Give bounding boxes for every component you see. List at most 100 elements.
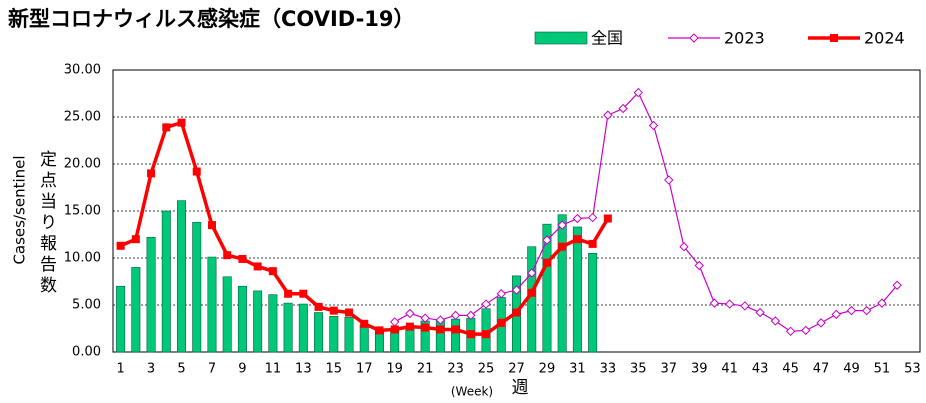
marker xyxy=(177,118,186,127)
marker xyxy=(390,325,399,334)
legend-label: 全国 xyxy=(591,29,623,48)
bar xyxy=(283,302,293,353)
marker xyxy=(588,239,597,248)
marker xyxy=(314,302,323,311)
bar xyxy=(314,312,324,353)
marker xyxy=(724,299,735,309)
bar xyxy=(161,210,171,353)
bar xyxy=(298,303,308,353)
x-tick-label: 53 xyxy=(904,362,921,377)
y-tick-label: 20.00 xyxy=(64,157,101,172)
marker xyxy=(421,323,430,332)
line xyxy=(394,91,898,332)
marker xyxy=(542,258,551,267)
marker xyxy=(497,318,506,327)
marker xyxy=(405,322,414,331)
x-tick-label: 23 xyxy=(447,362,464,377)
y-tick-label: 25.00 xyxy=(64,110,101,125)
marker xyxy=(253,262,262,271)
x-tick-label: 49 xyxy=(843,362,860,377)
x-tick-label: 39 xyxy=(691,362,708,377)
bar xyxy=(344,316,354,353)
y-tick-label: 10.00 xyxy=(64,251,101,266)
marker xyxy=(466,310,476,321)
bar xyxy=(557,214,567,353)
bar xyxy=(435,319,445,353)
bar xyxy=(572,226,582,353)
marker xyxy=(816,318,826,328)
marker xyxy=(482,330,491,339)
x-tick-label: 11 xyxy=(265,362,282,377)
marker xyxy=(481,299,491,309)
marker xyxy=(558,242,567,251)
legend-label: 2024 xyxy=(864,29,905,48)
marker xyxy=(542,235,552,245)
marker xyxy=(740,301,750,311)
marker xyxy=(299,289,308,298)
x-tick-label: 29 xyxy=(539,362,556,377)
marker xyxy=(664,175,674,185)
marker xyxy=(862,305,872,316)
marker xyxy=(238,254,247,263)
marker xyxy=(572,213,583,224)
x-tick-label: 7 xyxy=(208,362,216,377)
marker xyxy=(557,220,567,230)
bar xyxy=(390,330,400,353)
marker xyxy=(785,326,796,337)
x-tick-label: 13 xyxy=(295,362,312,377)
bar xyxy=(329,315,339,353)
x-tick-label: 5 xyxy=(177,362,185,377)
x-tick-label: 3 xyxy=(147,362,155,377)
marker xyxy=(436,325,445,334)
bar xyxy=(542,223,552,353)
x-tick-label: 15 xyxy=(326,362,343,377)
bar xyxy=(253,290,263,353)
x-tick-label: 25 xyxy=(478,362,495,377)
chart-title: 新型コロナウィルス感染症（COVID-19） xyxy=(8,7,415,31)
x-tick-label: 31 xyxy=(569,362,586,377)
marker xyxy=(527,288,536,297)
marker xyxy=(284,289,293,298)
marker xyxy=(207,221,216,230)
x-tick-label: 35 xyxy=(630,362,647,377)
marker xyxy=(648,120,659,131)
marker xyxy=(892,280,902,290)
marker xyxy=(846,305,857,316)
x-tick-label: 43 xyxy=(752,362,769,377)
marker xyxy=(451,325,460,334)
marker xyxy=(801,325,811,336)
marker xyxy=(527,268,537,278)
y-tick-label: 30.00 xyxy=(64,63,101,78)
x-tick-label: 1 xyxy=(116,362,124,377)
marker xyxy=(329,306,338,315)
bar xyxy=(359,324,369,353)
y-axis-label: Cases/sentinel xyxy=(11,155,29,264)
marker xyxy=(116,241,125,250)
x-tick-label: 51 xyxy=(874,362,891,377)
marker xyxy=(770,316,781,326)
marker xyxy=(709,298,720,308)
bar xyxy=(588,253,598,353)
bar xyxy=(116,285,126,353)
marker xyxy=(405,308,415,319)
bar xyxy=(268,294,278,353)
marker xyxy=(694,260,704,271)
marker xyxy=(375,326,384,335)
x-tick-label: 27 xyxy=(508,362,525,377)
x-tick-label: 45 xyxy=(782,362,799,377)
legend-label: 2023 xyxy=(724,29,765,48)
bar xyxy=(222,276,232,353)
marker xyxy=(360,319,369,328)
bar xyxy=(146,237,156,353)
marker xyxy=(633,87,644,98)
bar xyxy=(192,221,202,353)
y-tick-label: 0.00 xyxy=(72,345,101,360)
bar xyxy=(237,285,247,353)
marker xyxy=(831,309,841,320)
y-tick-label: 15.00 xyxy=(64,204,101,219)
marker xyxy=(192,167,201,176)
y-axis-label-ja: 定点当り報告数 xyxy=(36,150,57,297)
marker xyxy=(603,214,612,223)
x-tick-label: 9 xyxy=(238,362,246,377)
